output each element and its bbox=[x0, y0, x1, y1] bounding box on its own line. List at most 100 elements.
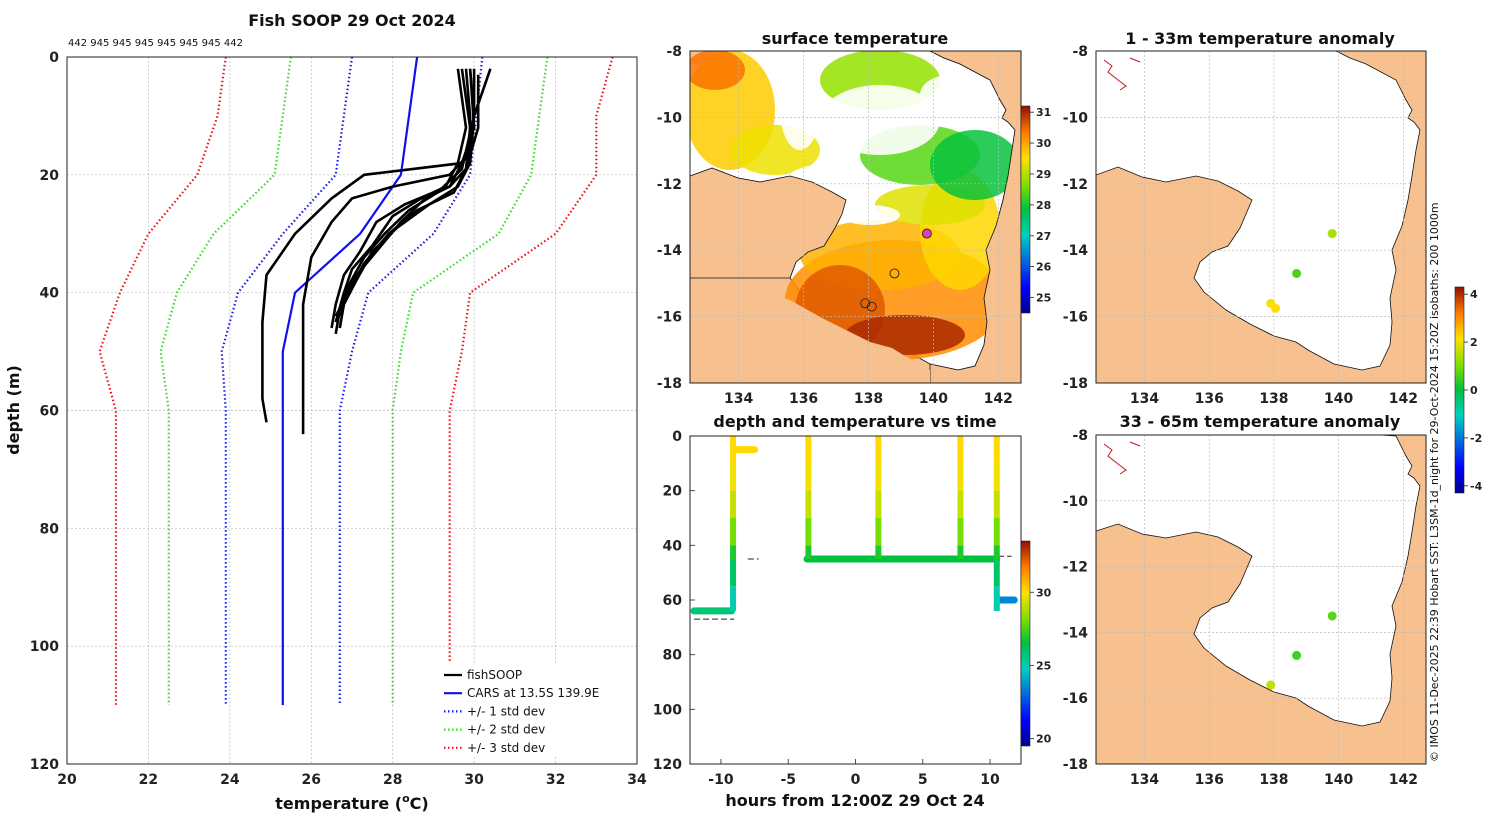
profile-ytick-label: 0 bbox=[49, 50, 59, 66]
anom1-points bbox=[1266, 229, 1337, 313]
anom2-points bbox=[1266, 611, 1337, 690]
anom1-anomaly-point bbox=[1271, 303, 1281, 313]
sst-fishsoop-marker bbox=[889, 268, 900, 279]
profile-series-line bbox=[338, 68, 476, 317]
sst-lon-label: 140 bbox=[919, 391, 948, 407]
sst-cb-label: 26 bbox=[1036, 261, 1052, 274]
sst-cloud-patch bbox=[820, 85, 940, 155]
time-xtick-label: -10 bbox=[708, 772, 734, 788]
profile-series-line bbox=[261, 68, 472, 423]
time-ytick-label: 40 bbox=[663, 538, 683, 554]
sst-fishsoop-marker bbox=[866, 301, 877, 312]
anom2-lat-label: -8 bbox=[1072, 428, 1088, 444]
anom2-lon-label: 136 bbox=[1195, 772, 1224, 788]
anom-cb-label: -4 bbox=[1470, 480, 1483, 493]
time-xtick-label: -5 bbox=[780, 772, 796, 788]
sst-cloud-patch bbox=[780, 70, 820, 150]
anom2-ticks: 134 136 138 140 142 -8 -10 -12 -14 -16 -18 bbox=[1063, 428, 1418, 788]
anom1-grid bbox=[1096, 51, 1426, 383]
sst-colorbar bbox=[1020, 105, 1031, 314]
time-colorbar-ticks: 30 25 20 bbox=[1030, 586, 1052, 746]
anom1-lat-label: -16 bbox=[1063, 310, 1088, 326]
anom1-lat-label: -12 bbox=[1063, 177, 1088, 193]
sst-lon-label: 136 bbox=[789, 391, 818, 407]
sst-grid bbox=[690, 51, 1021, 383]
profile-xtick-label: 28 bbox=[383, 772, 402, 788]
profile-ytick-label: 40 bbox=[40, 286, 60, 302]
sst-land-south bbox=[690, 290, 930, 383]
anom2-grid bbox=[1096, 435, 1426, 764]
anom2-axes-frame bbox=[1095, 434, 1427, 765]
anom2-anomaly-point bbox=[1266, 680, 1276, 690]
time-ytick-label: 20 bbox=[663, 484, 683, 500]
profile-title: Fish SOOP 29 Oct 2024 bbox=[248, 11, 456, 30]
sst-lat-label: -14 bbox=[657, 243, 683, 259]
sst-lat-label: -16 bbox=[657, 310, 682, 326]
sst-cb-label: 28 bbox=[1036, 199, 1051, 212]
time-xtick-label: 5 bbox=[918, 772, 928, 788]
anom2-title: 33 - 65m temperature anomaly bbox=[1120, 412, 1401, 431]
profile-series-line bbox=[159, 57, 292, 706]
sst-cloud-patch bbox=[840, 205, 900, 225]
anom1-coast-island bbox=[1103, 57, 1141, 91]
profile-lines bbox=[98, 57, 614, 706]
sst-lat-label: -8 bbox=[666, 44, 682, 60]
profile-ytick-label: 60 bbox=[40, 404, 60, 420]
profile-series-line bbox=[448, 57, 614, 706]
profile-legend-label: +/- 3 std dev bbox=[467, 741, 545, 755]
anom2-lon-label: 138 bbox=[1259, 772, 1288, 788]
anom1-lon-label: 142 bbox=[1389, 391, 1418, 407]
profile-ytick-label: 80 bbox=[40, 521, 60, 537]
anom1-axes-frame bbox=[1095, 50, 1427, 384]
profile-legend: fishSOOP CARS at 13.5S 139.9E +/- 1 std de… bbox=[438, 663, 628, 755]
profile-ytick-label: 120 bbox=[30, 757, 59, 773]
profile-xlabel: temperature (oC) bbox=[275, 792, 428, 813]
time-xlabel: hours from 12:00Z 29 Oct 24 bbox=[725, 791, 984, 810]
sst-cb-label: 29 bbox=[1036, 168, 1051, 181]
anomaly-colorbar-ticks: 4 2 0 -2 -4 bbox=[1464, 288, 1483, 493]
sst-lat-label: -18 bbox=[657, 376, 682, 392]
anom1-anomaly-point bbox=[1327, 229, 1337, 239]
anom2-anomaly-point bbox=[1292, 650, 1302, 660]
sst-lat-label: -10 bbox=[657, 110, 683, 126]
profile-xtick-label: 20 bbox=[57, 772, 77, 788]
sst-field-patch bbox=[930, 130, 1020, 200]
sst-lat-label: -12 bbox=[657, 177, 682, 193]
profile-series-line bbox=[98, 57, 227, 706]
sst-fishsoop-marker bbox=[860, 298, 871, 309]
anom2-lat-label: -16 bbox=[1063, 691, 1088, 707]
sst-title: surface temperature bbox=[762, 29, 949, 48]
profile-legend-label: fishSOOP bbox=[467, 668, 522, 682]
anom2-land bbox=[1096, 435, 1426, 764]
anom1-anomaly-point bbox=[1292, 268, 1302, 278]
time-ytick-label: 80 bbox=[663, 648, 683, 664]
anom1-lat-label: -18 bbox=[1063, 376, 1088, 392]
profile-ticks: 20 22 24 26 28 30 32 34 0 20 40 60 80 100 120 bbox=[30, 50, 647, 788]
time-cb-label: 30 bbox=[1036, 586, 1052, 599]
sst-cloud-patch bbox=[920, 75, 980, 115]
time-ytick-label: 0 bbox=[672, 429, 682, 445]
anom2-anomaly-point bbox=[1327, 611, 1337, 621]
anom1-lat-label: -8 bbox=[1072, 44, 1088, 60]
sst-cb-label: 30 bbox=[1036, 137, 1052, 150]
profile-legend-label: +/- 1 std dev bbox=[467, 704, 545, 718]
credit-text: © IMOS 11-Dec-2025 22:39 Hobart SST: L3S… bbox=[1428, 202, 1441, 762]
sst-cb-label: 27 bbox=[1036, 230, 1051, 243]
profile-xtick-label: 32 bbox=[546, 772, 565, 788]
profile-ylabel: depth (m) bbox=[4, 365, 23, 455]
anom2-lon-label: 140 bbox=[1324, 772, 1353, 788]
profile-xtick-label: 26 bbox=[302, 772, 321, 788]
sst-lon-label: 142 bbox=[984, 391, 1013, 407]
sst-lon-label: 138 bbox=[854, 391, 883, 407]
time-axes-frame bbox=[689, 435, 1022, 765]
anomaly-shallow-panel: 1 - 33m temperature anomaly 134 136 138 140… bbox=[1063, 29, 1427, 407]
anom-cb-label: -2 bbox=[1470, 432, 1482, 445]
anom1-lat-label: -14 bbox=[1063, 243, 1089, 259]
profile-ytick-label: 100 bbox=[30, 639, 59, 655]
sst-lon-label: 134 bbox=[724, 391, 753, 407]
sst-cb-label: 31 bbox=[1036, 106, 1051, 119]
sst-ticks: 134 136 138 140 142 -8 -10 -12 -14 -16 -18 bbox=[657, 44, 1013, 407]
anomaly-colorbar-group: 4 2 0 -2 -4 bbox=[1454, 286, 1483, 494]
anom1-land bbox=[1096, 51, 1426, 383]
